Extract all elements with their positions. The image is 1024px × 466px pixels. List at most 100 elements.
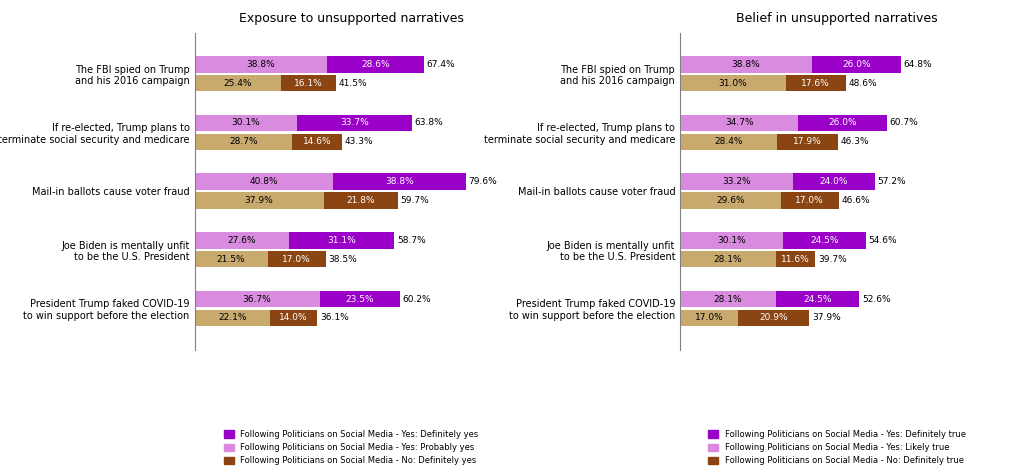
Text: 48.6%: 48.6%	[848, 79, 877, 88]
Bar	[289, 232, 394, 248]
Bar	[195, 232, 289, 248]
Bar	[680, 115, 798, 131]
Text: 24.0%: 24.0%	[819, 177, 848, 186]
Text: 24.5%: 24.5%	[803, 295, 831, 303]
Bar	[195, 75, 281, 91]
Text: 67.4%: 67.4%	[427, 60, 456, 69]
Text: 46.6%: 46.6%	[842, 196, 870, 205]
Text: 63.8%: 63.8%	[415, 118, 443, 128]
Text: 11.6%: 11.6%	[781, 254, 810, 264]
Text: 39.7%: 39.7%	[818, 254, 847, 264]
Bar	[195, 192, 324, 209]
Text: 33.2%: 33.2%	[722, 177, 751, 186]
Bar	[680, 291, 776, 307]
Bar	[297, 115, 412, 131]
Text: 30.1%: 30.1%	[231, 118, 260, 128]
Text: 38.8%: 38.8%	[385, 177, 414, 186]
Text: 52.6%: 52.6%	[862, 295, 891, 303]
Bar	[195, 115, 297, 131]
Bar	[195, 291, 319, 307]
Bar	[281, 75, 336, 91]
Text: 58.7%: 58.7%	[397, 236, 426, 245]
Text: 46.3%: 46.3%	[841, 137, 869, 146]
Text: 26.0%: 26.0%	[842, 60, 870, 69]
Text: 79.6%: 79.6%	[468, 177, 497, 186]
Bar	[798, 115, 887, 131]
Text: 17.9%: 17.9%	[793, 137, 821, 146]
Text: 54.6%: 54.6%	[868, 236, 897, 245]
Title: Exposure to unsupported narratives: Exposure to unsupported narratives	[239, 12, 464, 25]
Text: 38.8%: 38.8%	[732, 60, 761, 69]
Bar	[680, 75, 785, 91]
Text: 38.8%: 38.8%	[246, 60, 275, 69]
Text: 25.4%: 25.4%	[223, 79, 252, 88]
Bar	[812, 56, 901, 73]
Text: 60.2%: 60.2%	[402, 295, 431, 303]
Text: 14.6%: 14.6%	[303, 137, 332, 146]
Text: 22.1%: 22.1%	[218, 313, 247, 322]
Text: 34.7%: 34.7%	[725, 118, 754, 128]
Text: 28.6%: 28.6%	[361, 60, 390, 69]
Text: 27.6%: 27.6%	[227, 236, 256, 245]
Text: 14.0%: 14.0%	[280, 313, 308, 322]
Text: 40.8%: 40.8%	[250, 177, 279, 186]
Bar	[782, 232, 866, 248]
Text: 37.9%: 37.9%	[245, 196, 273, 205]
Title: Belief in unsupported narratives: Belief in unsupported narratives	[736, 12, 938, 25]
Bar	[292, 134, 342, 150]
Bar	[327, 56, 424, 73]
Text: 57.2%: 57.2%	[878, 177, 906, 186]
Bar	[195, 251, 267, 267]
Text: 24.5%: 24.5%	[810, 236, 839, 245]
Text: 37.9%: 37.9%	[812, 313, 841, 322]
Bar	[680, 173, 794, 190]
Text: 21.5%: 21.5%	[217, 254, 246, 264]
Text: 30.1%: 30.1%	[717, 236, 745, 245]
Text: 60.7%: 60.7%	[890, 118, 919, 128]
Text: 17.0%: 17.0%	[694, 313, 723, 322]
Text: 38.5%: 38.5%	[329, 254, 357, 264]
Bar	[680, 134, 777, 150]
Bar	[680, 309, 738, 326]
Text: 23.5%: 23.5%	[345, 295, 374, 303]
Text: 59.7%: 59.7%	[400, 196, 429, 205]
Bar	[776, 251, 815, 267]
Bar	[680, 192, 781, 209]
Bar	[334, 173, 466, 190]
Bar	[267, 251, 326, 267]
Text: 29.6%: 29.6%	[716, 196, 744, 205]
Text: 28.7%: 28.7%	[229, 137, 258, 146]
Bar	[195, 134, 292, 150]
Bar	[777, 134, 838, 150]
Bar	[680, 56, 812, 73]
Bar	[324, 192, 397, 209]
Bar	[195, 56, 327, 73]
Legend: Following Politicians on Social Media - Yes: Definitely true, Following Politici: Following Politicians on Social Media - …	[708, 430, 966, 466]
Text: 21.8%: 21.8%	[346, 196, 375, 205]
Bar	[680, 232, 782, 248]
Text: 33.7%: 33.7%	[340, 118, 369, 128]
Text: 28.4%: 28.4%	[714, 137, 742, 146]
Text: 17.0%: 17.0%	[283, 254, 311, 264]
Bar	[319, 291, 399, 307]
Bar	[776, 291, 859, 307]
Bar	[195, 173, 334, 190]
Text: 31.0%: 31.0%	[719, 79, 748, 88]
Bar	[785, 75, 846, 91]
Bar	[195, 309, 269, 326]
Bar	[794, 173, 874, 190]
Text: 26.0%: 26.0%	[828, 118, 857, 128]
Text: 28.1%: 28.1%	[714, 295, 742, 303]
Bar	[269, 309, 317, 326]
Bar	[781, 192, 839, 209]
Text: 31.1%: 31.1%	[327, 236, 356, 245]
Text: 17.6%: 17.6%	[801, 79, 829, 88]
Text: 64.8%: 64.8%	[903, 60, 932, 69]
Bar	[680, 251, 776, 267]
Text: 28.1%: 28.1%	[714, 254, 742, 264]
Text: 20.9%: 20.9%	[759, 313, 787, 322]
Legend: Following Politicians on Social Media - Yes: Definitely yes, Following Politicia: Following Politicians on Social Media - …	[223, 430, 478, 466]
Text: 16.1%: 16.1%	[294, 79, 323, 88]
Text: 17.0%: 17.0%	[796, 196, 824, 205]
Bar	[738, 309, 809, 326]
